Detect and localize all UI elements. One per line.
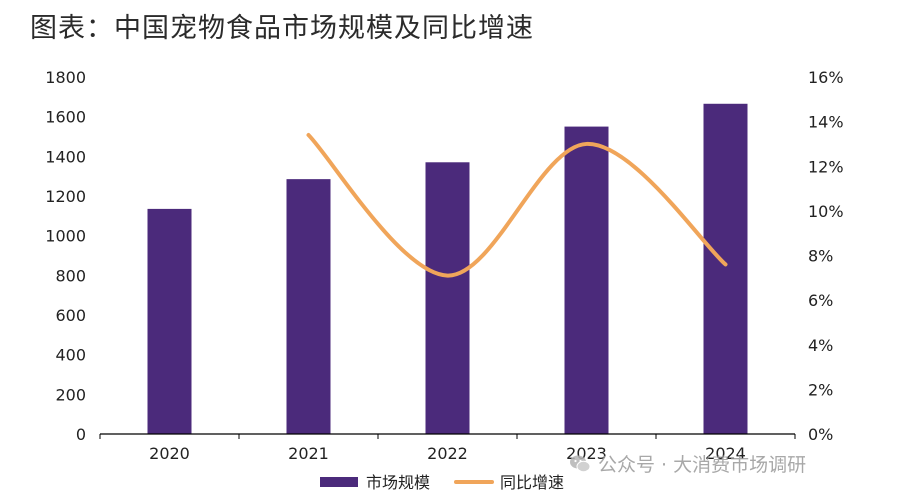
y-right-tick-label: 8% — [808, 247, 833, 266]
y-right-tick-label: 4% — [808, 336, 833, 355]
y-right-tick-label: 10% — [808, 202, 844, 221]
x-tick-label: 2021 — [288, 444, 329, 463]
legend-label-bar: 市场规模 — [366, 473, 430, 492]
bar — [425, 162, 470, 435]
y-left-tick-label: 0 — [76, 425, 86, 444]
wechat-icon — [570, 455, 591, 472]
chart-title: 图表：中国宠物食品市场规模及同比增速 — [30, 13, 534, 44]
watermark-text: 公众号 · 大消费市场调研 — [598, 454, 807, 476]
y-right-tick-label: 6% — [808, 291, 833, 310]
bar — [147, 208, 192, 434]
legend-swatch-bar — [320, 477, 358, 487]
y-left-tick-label: 800 — [55, 266, 86, 285]
y-right-tick-label: 12% — [808, 157, 844, 176]
bar — [564, 126, 609, 434]
growth-line — [306, 133, 728, 278]
y-right-tick-label: 14% — [808, 113, 844, 132]
y-right-tick-label: 16% — [808, 68, 844, 87]
y-left-tick-label: 400 — [55, 346, 86, 365]
y-right-tick-label: 0% — [808, 425, 833, 444]
legend-label-line: 同比增速 — [500, 473, 564, 492]
x-tick-label: 2020 — [149, 444, 190, 463]
bar — [703, 103, 748, 435]
y-left-tick-label: 600 — [55, 306, 86, 325]
y-left-tick-label: 1200 — [45, 187, 86, 206]
x-tick-label: 2022 — [427, 444, 468, 463]
bar — [286, 179, 331, 434]
y-left-tick-label: 1400 — [45, 147, 86, 166]
y-right-tick-label: 2% — [808, 380, 833, 399]
y-left-tick-label: 1800 — [45, 68, 86, 87]
y-left-tick-label: 1600 — [45, 108, 86, 127]
x-tick-label: 2024 — [705, 444, 746, 463]
watermark: 公众号 · 大消费市场调研 — [568, 450, 806, 477]
y-left-tick-label: 1000 — [45, 227, 86, 246]
y-left-tick-label: 200 — [55, 385, 86, 404]
